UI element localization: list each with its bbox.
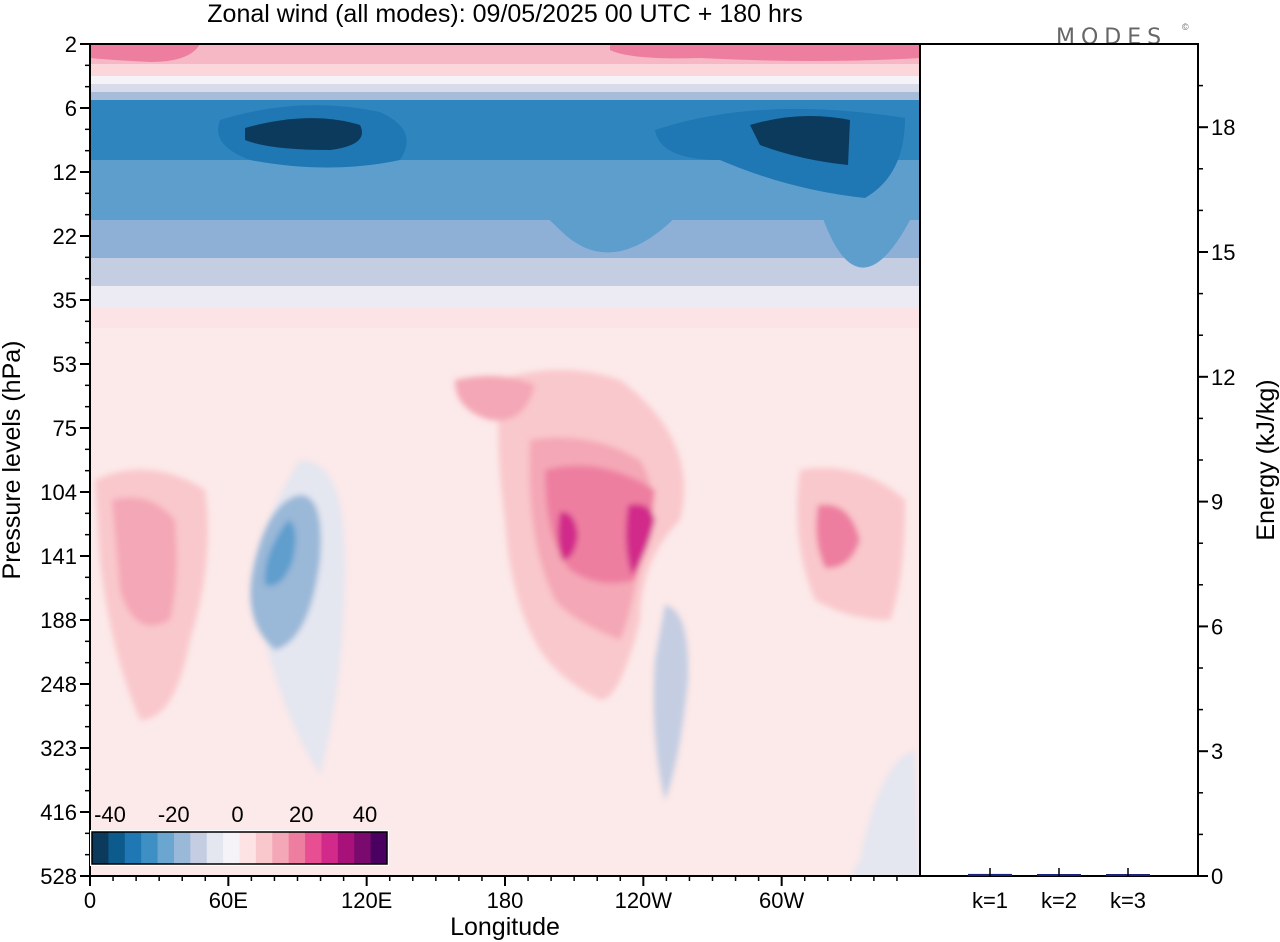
colorbar-tick-label: 0: [231, 802, 243, 827]
colorbar-frame: [91, 831, 388, 865]
colorbar-swatch: [255, 832, 273, 864]
y-tick-label: 6: [65, 96, 77, 121]
upper-westerly-patch: [455, 376, 535, 421]
easterly-tongue-core: [264, 520, 296, 586]
colorbar-swatch: [190, 832, 208, 864]
x-tick-label: 120W: [615, 888, 673, 913]
colorbar-swatch: [157, 832, 175, 864]
jet-core-west: [245, 118, 362, 150]
colorbar-swatch: [173, 832, 191, 864]
energy-bar-label: k=1: [972, 888, 1008, 913]
jet-core-east: [750, 116, 850, 165]
energy-panel-frame: [919, 43, 1199, 877]
colorbar-tick-label: 20: [289, 802, 313, 827]
top-pink-east: [610, 44, 920, 61]
y-tick-label: 104: [40, 480, 77, 505]
y-tick-label: 188: [40, 608, 77, 633]
colorbar-swatch: [108, 832, 126, 864]
y-tick-label: 2: [65, 32, 77, 57]
y-tick-label: 528: [40, 864, 77, 889]
energy-bars: k=1 k=2 k=3: [968, 868, 1150, 913]
near-zero-band: [90, 286, 920, 308]
x-tick-label: 120E: [341, 888, 392, 913]
easterly-wave-edge: [90, 144, 920, 268]
colorbar-swatch: [124, 832, 142, 864]
y-axis-label: Pressure levels (hPa): [0, 341, 26, 580]
weak-westerly-band: [90, 308, 920, 328]
westerly-120W-max-a: [557, 511, 578, 560]
surface-easterly: [850, 750, 920, 876]
energy-bar-label: k=3: [1110, 888, 1146, 913]
colorbar-swatch: [354, 832, 372, 864]
colorbar-tick-label: -20: [158, 802, 190, 827]
colorbar-swatch: [370, 832, 388, 864]
energy-tick-label: 9: [1211, 490, 1223, 515]
x-tick-label: 0: [84, 888, 96, 913]
x-tick-label: 60W: [759, 888, 804, 913]
westerly-120W-max-b: [625, 504, 655, 575]
y-tick-label: 323: [40, 736, 77, 761]
westerly-20E-core: [112, 497, 177, 626]
longitude-axis: 0 60E 120E 180 120W 60W: [84, 876, 898, 913]
energy-tick-label: 12: [1211, 365, 1235, 390]
transition-band-2: [90, 84, 920, 92]
modes-logo-mark: ©: [1182, 22, 1189, 32]
top-pink-west: [90, 44, 200, 62]
colorbar-swatch: [272, 832, 290, 864]
energy-bar-label: k=2: [1041, 888, 1077, 913]
y-tick-label: 12: [53, 160, 77, 185]
energy-tick-label: 3: [1211, 739, 1223, 764]
energy-tick-label: 15: [1211, 240, 1235, 265]
transition-band-1: [90, 76, 920, 84]
y-tick-label: 141: [40, 544, 77, 569]
colorbar-tick-label: -40: [94, 802, 126, 827]
colorbar-swatch: [288, 832, 306, 864]
easterly-band-faint: [90, 258, 920, 286]
pressure-axis: 2 6 12 22 35 53 75 104 141 188 248 323 416 528: [40, 32, 90, 889]
transition-band-3: [90, 92, 920, 100]
energy-tick-label: 6: [1211, 614, 1223, 639]
energy-axis: 0 3 6 9 12 15 18: [1198, 84, 1235, 889]
y-axis-label-right: Energy (kJ/kg): [1252, 379, 1280, 540]
colorbar-swatch: [206, 832, 224, 864]
colorbar-swatch: [321, 832, 339, 864]
top-westerly-band-2: [90, 64, 920, 76]
colorbar-swatch: [92, 832, 109, 864]
colorbar-swatch: [239, 832, 257, 864]
colorbar-tick-label: 40: [353, 802, 377, 827]
easterly-100W: [653, 605, 689, 800]
colorbar-swatch: [305, 832, 322, 864]
energy-tick-label: 18: [1211, 115, 1235, 140]
colorbar-swatch: [141, 832, 159, 864]
colorbar-swatch: [337, 832, 355, 864]
y-tick-label: 53: [53, 352, 77, 377]
colorbar-swatch: [223, 832, 240, 864]
x-tick-label: 60E: [209, 888, 248, 913]
y-tick-label: 248: [40, 672, 77, 697]
x-tick-label: 180: [487, 888, 524, 913]
y-tick-label: 75: [53, 416, 77, 441]
wind-field: [90, 44, 920, 876]
y-tick-label: 35: [53, 288, 77, 313]
westerly-60W-core: [816, 504, 860, 569]
chart-title: Zonal wind (all modes): 09/05/2025 00 UT…: [207, 0, 802, 28]
y-tick-label: 416: [40, 800, 77, 825]
colorbar: -40 -20 0 20 40: [90, 802, 389, 866]
energy-tick-label: 0: [1211, 864, 1223, 889]
x-axis-label: Longitude: [450, 913, 560, 941]
easterly-band-weak: [90, 220, 920, 258]
modes-logo: MODES: [1056, 25, 1167, 50]
y-tick-label: 22: [53, 224, 77, 249]
